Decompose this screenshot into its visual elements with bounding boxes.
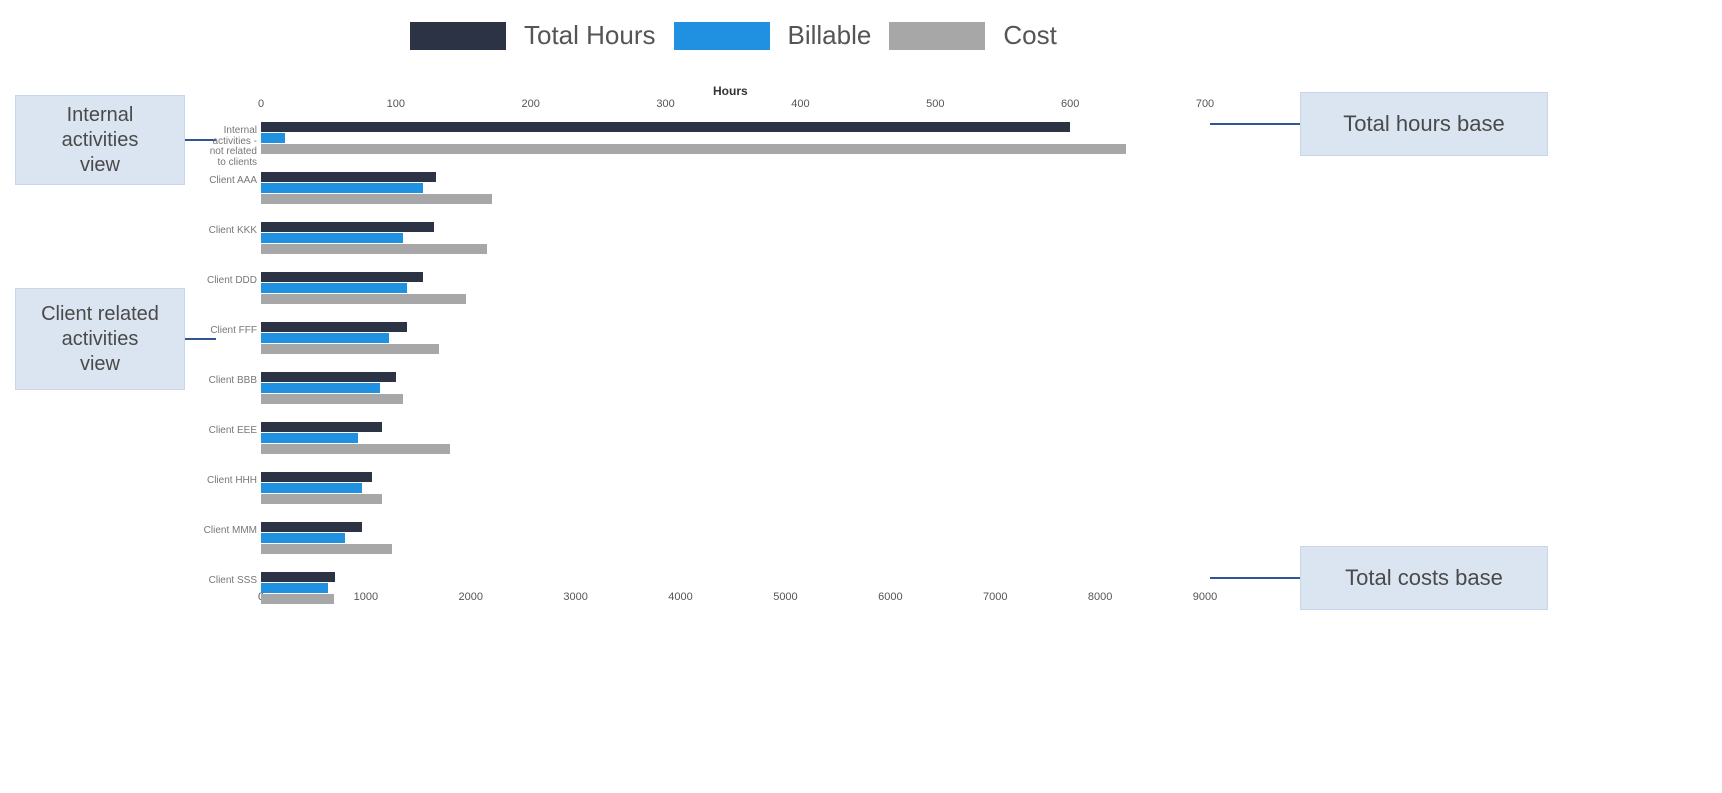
chart-plot-area <box>261 114 1205 591</box>
category-label-9: Client SSS <box>202 576 257 587</box>
category-label-7: Client HHH <box>202 476 257 487</box>
bottom-axis-tick-5: 5000 <box>773 591 797 603</box>
bar-cost-6 <box>261 444 450 454</box>
bar-total_hours-0 <box>261 122 1070 132</box>
bar-total_hours-3 <box>261 272 423 282</box>
bar-cost-2 <box>261 244 487 254</box>
category-label-2: Client KKK <box>202 226 257 237</box>
callout-client-activities-view: Client related activities view <box>15 288 185 390</box>
bar-billable-4 <box>261 333 389 343</box>
bar-cost-3 <box>261 294 466 304</box>
connector-total-costs-base <box>1210 577 1300 579</box>
bar-billable-6 <box>261 433 358 443</box>
top-axis-tick-7: 700 <box>1196 98 1214 110</box>
bar-cost-8 <box>261 544 392 554</box>
category-label-0: Internal activities - not related to cli… <box>202 126 257 168</box>
bottom-axis-tick-1: 1000 <box>354 591 378 603</box>
bar-billable-8 <box>261 533 345 543</box>
top-axis-tick-1: 100 <box>387 98 405 110</box>
legend-swatch-2 <box>889 22 985 50</box>
legend-swatch-0 <box>410 22 506 50</box>
callout-internal-activities-view: Internal activities view <box>15 95 185 185</box>
top-axis-tick-4: 400 <box>791 98 809 110</box>
top-axis-tick-6: 600 <box>1061 98 1079 110</box>
bar-cost-1 <box>261 194 492 204</box>
bar-total_hours-6 <box>261 422 382 432</box>
bottom-axis-tick-2: 2000 <box>459 591 483 603</box>
top-axis-tick-0: 0 <box>258 98 264 110</box>
bar-total_hours-4 <box>261 322 407 332</box>
bottom-axis-tick-6: 6000 <box>878 591 902 603</box>
bar-billable-5 <box>261 383 380 393</box>
category-label-3: Client DDD <box>202 276 257 287</box>
bottom-axis-tick-9: 9000 <box>1193 591 1217 603</box>
top-axis-tick-5: 500 <box>926 98 944 110</box>
bottom-axis-tick-8: 8000 <box>1088 591 1112 603</box>
bar-billable-3 <box>261 283 407 293</box>
category-label-6: Client EEE <box>202 426 257 437</box>
legend-label-0: Total Hours <box>524 20 656 51</box>
bottom-axis-tick-7: 7000 <box>983 591 1007 603</box>
top-axis-title: Hours <box>713 84 748 98</box>
legend: Total Hours Billable Cost <box>410 20 1057 51</box>
category-label-5: Client BBB <box>202 376 257 387</box>
bar-billable-7 <box>261 483 362 493</box>
bar-cost-9 <box>261 594 334 604</box>
connector-client-activities <box>185 338 216 340</box>
bottom-axis-tick-4: 4000 <box>668 591 692 603</box>
category-label-4: Client FFF <box>202 326 257 337</box>
bar-cost-0 <box>261 144 1126 154</box>
legend-label-1: Billable <box>788 20 872 51</box>
legend-label-2: Cost <box>1003 20 1056 51</box>
bar-total_hours-8 <box>261 522 362 532</box>
category-label-8: Client MMM <box>202 526 257 537</box>
category-label-1: Client AAA <box>202 176 257 187</box>
bar-billable-1 <box>261 183 423 193</box>
connector-total-hours-base <box>1210 123 1300 125</box>
bar-total_hours-9 <box>261 572 335 582</box>
legend-swatch-1 <box>674 22 770 50</box>
top-axis-tick-3: 300 <box>656 98 674 110</box>
bottom-axis-tick-3: 3000 <box>563 591 587 603</box>
callout-total-costs-base: Total costs base <box>1300 546 1548 610</box>
bar-billable-9 <box>261 583 328 593</box>
bar-billable-0 <box>261 133 285 143</box>
bar-billable-2 <box>261 233 403 243</box>
bar-cost-4 <box>261 344 439 354</box>
bar-cost-5 <box>261 394 403 404</box>
bar-total_hours-1 <box>261 172 436 182</box>
bar-total_hours-2 <box>261 222 434 232</box>
callout-total-hours-base: Total hours base <box>1300 92 1548 156</box>
bar-cost-7 <box>261 494 382 504</box>
top-axis-tick-2: 200 <box>522 98 540 110</box>
bar-total_hours-7 <box>261 472 372 482</box>
bar-total_hours-5 <box>261 372 396 382</box>
